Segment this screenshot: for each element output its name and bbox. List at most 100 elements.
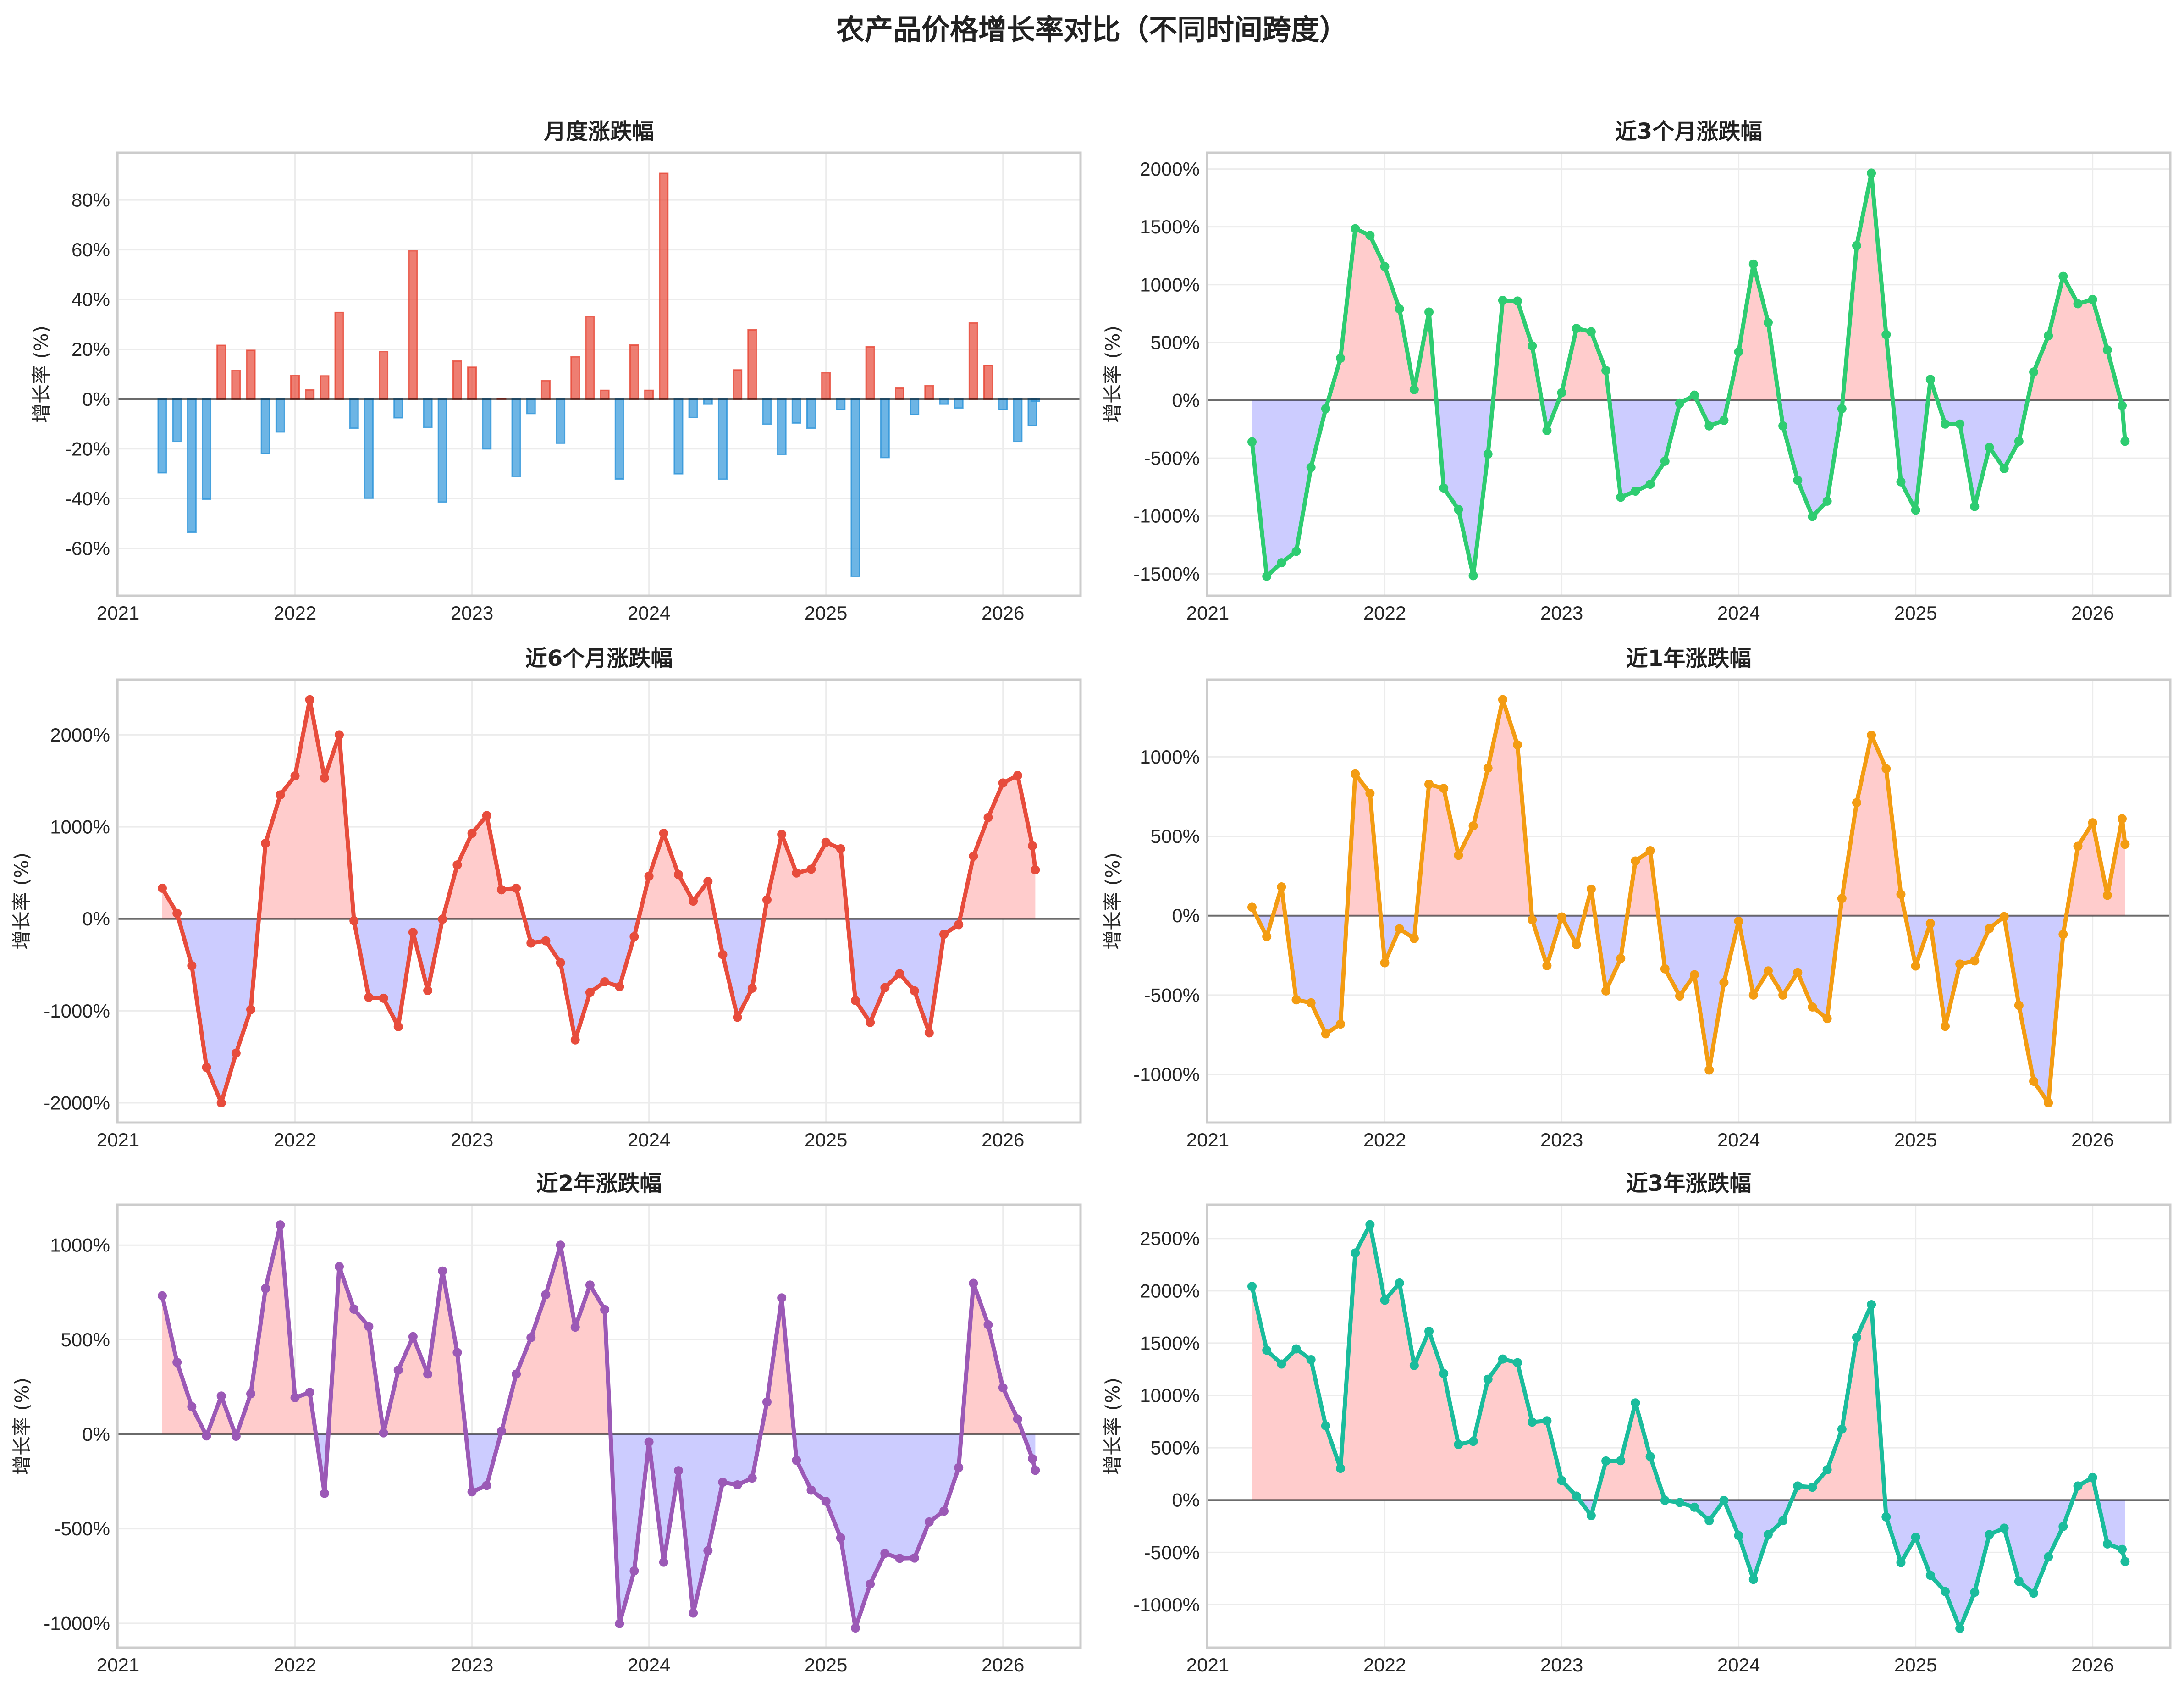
data-point (689, 1608, 698, 1618)
y-axis-label: 增长率 (%) (1102, 852, 1124, 950)
data-point (1999, 912, 2009, 921)
bar-negative (157, 398, 167, 474)
x-axis-ticks: 2021 2022 2023 2024 2025 2026 (1186, 1654, 2114, 1676)
bar-positive (983, 365, 993, 400)
data-point (1645, 1452, 1655, 1461)
data-point (1395, 924, 1404, 934)
positive-fill-area (1252, 1224, 2098, 1500)
data-point (1645, 480, 1655, 489)
x-axis-ticks: 2021 2022 2023 2024 2025 2026 (1186, 602, 2114, 624)
x-tick-label: 2022 (274, 1129, 316, 1151)
data-point (1468, 821, 1478, 830)
x-tick-label: 2023 (1540, 602, 1583, 624)
data-point (1645, 846, 1655, 856)
data-point (1395, 1278, 1404, 1288)
data-point (1498, 695, 1507, 704)
data-point (1262, 571, 1272, 581)
data-point (276, 790, 285, 800)
data-point (1262, 1345, 1272, 1355)
y-tick-label: -40% (65, 488, 110, 509)
data-point (1704, 1065, 1714, 1075)
data-point (806, 1485, 816, 1495)
axes-frame (1206, 678, 2172, 1124)
subplot-2-year: -1000%-500%0%500%1000%2021 2022 2023 2024 20… (11, 1171, 1082, 1676)
data-point (895, 969, 904, 979)
data-point (1925, 1571, 1935, 1580)
data-point (1852, 1333, 1861, 1342)
subplot-3-year: -1000% -500% 0% 500% 1000% 1500% 2000% 2500% 202… (1102, 1171, 2172, 1676)
data-point (423, 1369, 433, 1379)
bar-positive (320, 375, 330, 400)
data-point (349, 1304, 359, 1314)
subplot-title: 近1年涨跌幅 (1626, 646, 1751, 671)
data-point (2118, 814, 2127, 824)
axes-frame (1206, 151, 2172, 597)
axes-frame (1206, 1203, 2172, 1649)
y-tick-label: 1500% (1140, 1332, 1200, 1354)
data-point (1985, 443, 1994, 452)
data-point (1572, 940, 1581, 950)
data-point (1586, 884, 1596, 894)
subplot-1-year: -1000%-500%0%500%1000%2021 2022 2023 2024 20… (1102, 646, 2172, 1151)
data-point (1336, 354, 1346, 363)
data-point (1778, 1516, 1788, 1526)
x-tick-label: 2026 (2071, 1654, 2114, 1676)
y-tick-label: -1000% (44, 1000, 110, 1022)
x-tick-label: 2021 (1186, 1654, 1229, 1676)
data-point (1513, 740, 1522, 750)
data-point (393, 1022, 403, 1031)
data-point (2088, 295, 2097, 304)
bar-negative (806, 398, 816, 429)
data-point (1557, 388, 1566, 398)
data-point (1985, 1530, 1994, 1539)
data-point (1262, 932, 1272, 941)
subplot-3-month: -1500% -1000% -500% 0% 500% 1000% 1500% 2000% 20… (1102, 119, 2172, 624)
data-point (1675, 1498, 1684, 1507)
data-point (1380, 958, 1390, 968)
data-point (1911, 505, 1920, 515)
data-point (1631, 1398, 1640, 1408)
data-point (1365, 231, 1375, 240)
bar-positive (570, 356, 580, 400)
data-point (541, 936, 551, 946)
x-tick-label: 2025 (1894, 602, 1937, 624)
bar-negative (423, 398, 433, 428)
data-point (261, 1284, 270, 1293)
bar-negative (614, 398, 624, 480)
data-point (335, 1262, 344, 1272)
bar-positive (733, 369, 743, 400)
data-point (2120, 1557, 2130, 1566)
data-point (2058, 1522, 2068, 1531)
data-point (276, 1220, 285, 1230)
y-axis-label: 增长率 (%) (1102, 326, 1124, 423)
bar-positive (540, 380, 551, 400)
x-tick-label: 2022 (1363, 1654, 1406, 1676)
bar-positive (924, 385, 934, 400)
data-point (1498, 296, 1507, 305)
bar-positive (216, 344, 226, 400)
data-point (2029, 1588, 2039, 1598)
data-point (408, 1332, 418, 1341)
bar-negative (526, 398, 536, 415)
bar-positive (659, 172, 669, 400)
y-tick-label: -1000% (1133, 505, 1200, 527)
data-point (2058, 930, 2068, 939)
data-point (512, 883, 521, 893)
data-point (452, 1348, 462, 1357)
data-point (1837, 404, 1847, 414)
bar-positive (231, 370, 241, 400)
data-point (2102, 345, 2112, 355)
data-point (1321, 1421, 1330, 1431)
data-point (1793, 476, 1803, 485)
data-point (320, 773, 329, 783)
data-point (408, 928, 418, 937)
bar-negative (364, 398, 374, 499)
data-point (1837, 894, 1847, 903)
positive-fill-area (1328, 173, 2121, 401)
data-point (880, 1549, 890, 1558)
data-point (556, 1240, 565, 1250)
data-point (806, 864, 816, 874)
y-tick-label: -500% (1144, 984, 1200, 1006)
data-point (969, 1278, 978, 1288)
